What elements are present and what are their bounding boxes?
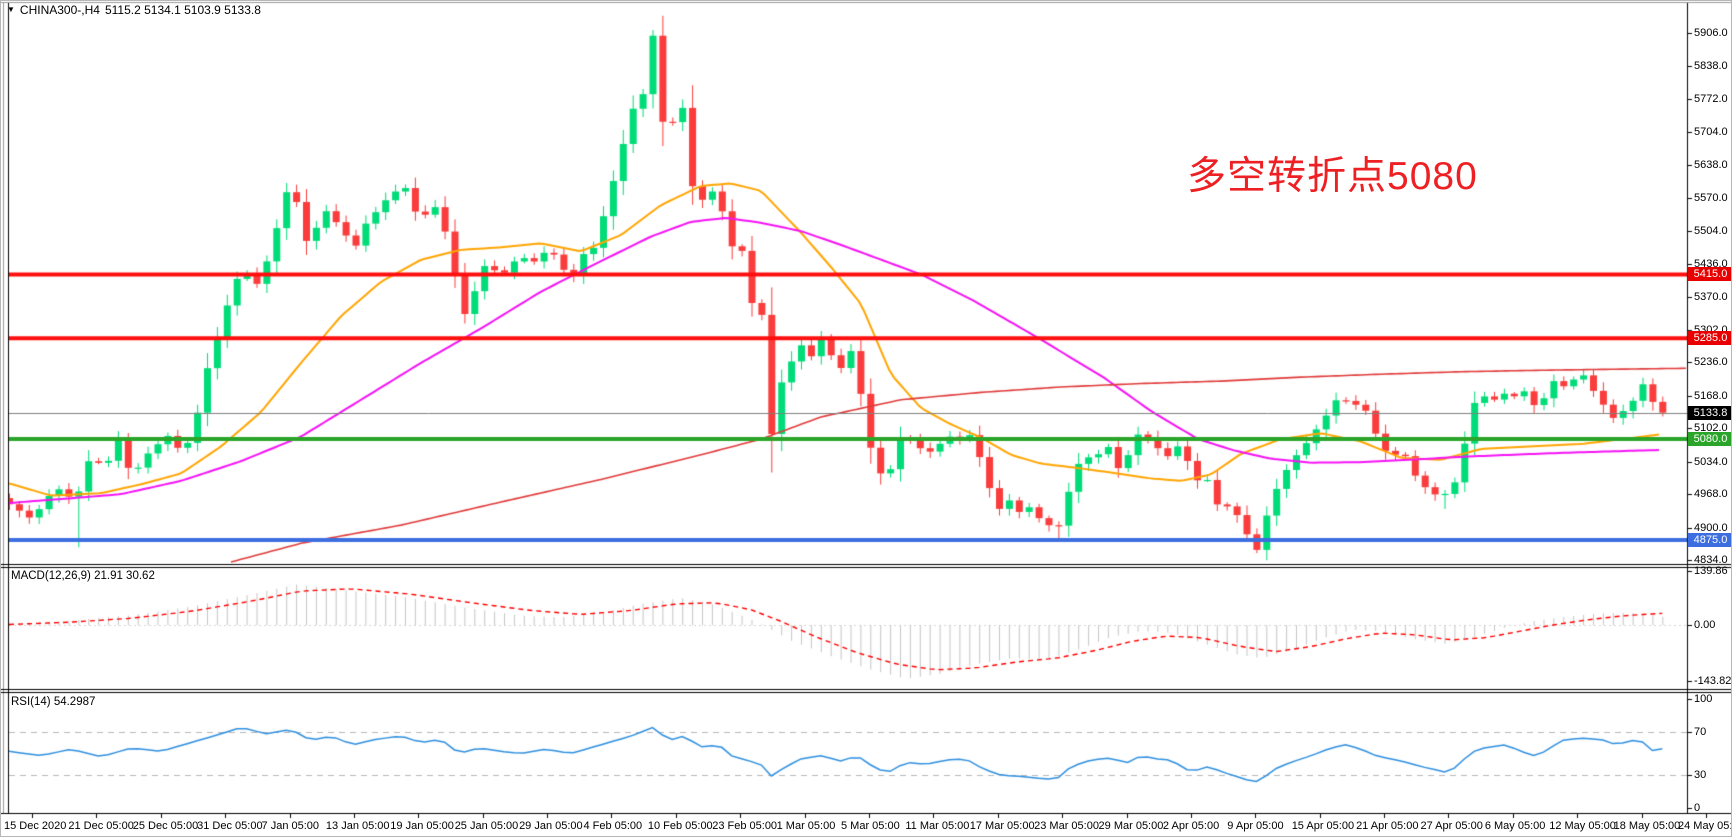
price-tick-label: 4968.0 — [1694, 488, 1728, 501]
price-tag-4875.0: 4875.0 — [1688, 532, 1731, 547]
time-tick-label: 29 Mar 05:00 — [1098, 820, 1164, 832]
current-price-tag: 5133.8 — [1688, 405, 1731, 420]
chart-ohlc-values: 5115.2 5134.1 5103.9 5133.8 — [104, 3, 261, 17]
time-tick-label: 15 Apr 05:00 — [1291, 820, 1355, 832]
price-tick-label: 4834.0 — [1694, 554, 1728, 567]
time-tick-label: 29 Jan 05:00 — [519, 820, 583, 832]
price-tag-5080.0: 5080.0 — [1688, 432, 1731, 447]
rsi-tick-label: 70 — [1694, 725, 1707, 738]
price-tick-label: 5772.0 — [1694, 92, 1728, 105]
chevron-down-icon[interactable]: ▼ — [7, 5, 15, 14]
rsi-indicator-label: RSI(14) 54.2987 — [11, 696, 96, 708]
price-tick-label: 5034.0 — [1694, 455, 1728, 468]
macd-tick-label: 0.00 — [1694, 619, 1716, 632]
rsi-tick-label: 0 — [1694, 802, 1701, 814]
time-tick-label: 23 Feb 05:00 — [712, 820, 778, 832]
rsi-tick-label: 100 — [1694, 693, 1713, 705]
time-tick-label: 21 Dec 05:00 — [68, 820, 134, 832]
price-tick-label: 5704.0 — [1694, 126, 1728, 139]
time-tick-label: 27 Apr 05:00 — [1420, 820, 1483, 832]
time-tick-label: 24 May 05:00 — [1678, 820, 1731, 832]
time-tick-label: 1 Mar 05:00 — [776, 820, 836, 832]
price-tick-label: 5638.0 — [1694, 158, 1728, 171]
price-tick-label: 5906.0 — [1694, 27, 1728, 39]
time-tick-label: 12 May 05:00 — [1549, 820, 1616, 832]
macd-indicator-label: MACD(12,26,9) 21.91 30.62 — [11, 570, 155, 582]
chart-symbol-timeframe: CHINA300-,H4 — [19, 3, 100, 17]
price-tick-label: 5370.0 — [1694, 290, 1728, 303]
time-tick-label: 25 Jan 05:00 — [454, 820, 519, 832]
rsi-tick-label: 30 — [1694, 769, 1707, 782]
price-tick-label: 5236.0 — [1694, 356, 1728, 369]
time-tick-label: 7 Jan 05:00 — [261, 820, 320, 832]
time-tick-label: 11 Mar 05:00 — [905, 820, 970, 832]
price-tick-label: 5102.0 — [1694, 422, 1728, 435]
macd-tick-label: -143.82 — [1694, 675, 1732, 687]
macd-tick-label: 139.86 — [1694, 565, 1728, 577]
price-tick-label: 5504.0 — [1694, 224, 1728, 237]
time-tick-label: 9 Apr 05:00 — [1227, 820, 1284, 832]
time-tick-label: 4 Feb 05:00 — [583, 820, 643, 832]
price-tick-label: 4900.0 — [1694, 521, 1728, 534]
price-tick-label: 5838.0 — [1694, 60, 1728, 73]
time-tick-label: 13 Jan 05:00 — [325, 820, 390, 832]
price-tick-label: 5168.0 — [1694, 389, 1728, 402]
price-tag-5415.0: 5415.0 — [1688, 267, 1731, 282]
time-tick-label: 2 Apr 05:00 — [1162, 820, 1220, 832]
time-tick-label: 23 Mar 05:00 — [1034, 820, 1099, 832]
time-tick-label: 19 Jan 05:00 — [390, 820, 454, 832]
chart-title-bar: ▼ CHINA300-,H4 5115.2 5134.1 5103.9 5133… — [7, 3, 261, 17]
chart-text-annotation: 多空转折点5080 — [1187, 155, 1478, 198]
price-tick-label: 5436.0 — [1694, 258, 1728, 271]
price-tag-5285.0: 5285.0 — [1688, 331, 1731, 346]
time-tick-label: 18 May 05:00 — [1613, 820, 1681, 832]
time-tick-label: 10 Feb 05:00 — [647, 820, 713, 832]
price-tick-label: 5570.0 — [1694, 192, 1728, 205]
time-tick-label: 31 Dec 05:00 — [197, 820, 263, 832]
time-tick-label: 25 Dec 05:00 — [132, 820, 199, 832]
time-tick-label: 15 Dec 2020 — [4, 820, 67, 832]
time-tick-label: 21 Apr 05:00 — [1356, 820, 1419, 832]
time-tick-label: 17 Mar 05:00 — [969, 820, 1035, 832]
time-tick-label: 5 Mar 05:00 — [841, 820, 900, 832]
time-tick-label: 6 May 05:00 — [1484, 820, 1546, 832]
